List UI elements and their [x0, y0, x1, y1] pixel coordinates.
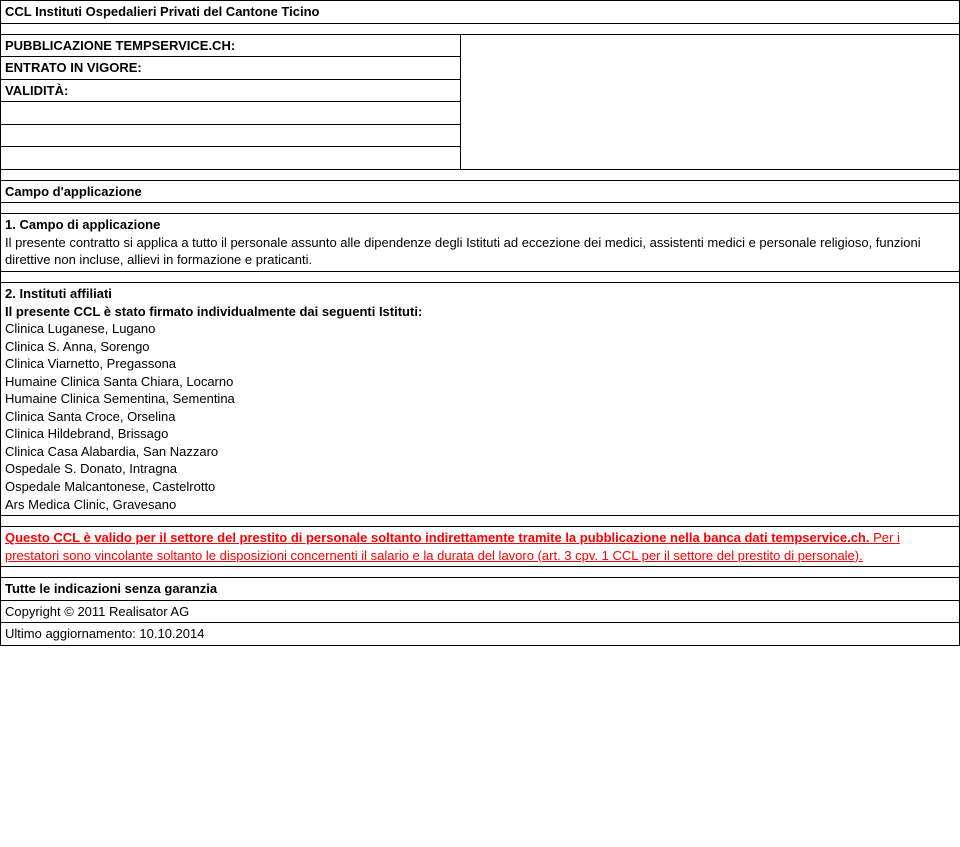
list-item: Ospedale Malcantonese, Castelrotto [5, 479, 215, 494]
list-item: Clinica S. Anna, Sorengo [5, 339, 150, 354]
list-item: Clinica Casa Alabardia, San Nazzaro [5, 444, 218, 459]
page-title: CCL Instituti Ospedalieri Privati del Ca… [1, 1, 960, 24]
label-entrato: ENTRATO IN VIGORE: [1, 57, 461, 80]
list-item: Ars Medica Clinic, Gravesano [5, 497, 176, 512]
footer-updated: Ultimo aggiornamento: 10.10.2014 [1, 623, 960, 646]
spacer [1, 23, 960, 34]
label-validita: VALIDITÀ: [1, 79, 461, 102]
campo1-block: 1. Campo di applicazione Il presente con… [1, 214, 960, 272]
footer-warranty: Tutte le indicazioni senza garanzia [1, 578, 960, 601]
redbox-notice: DOMANDA INTESA A PROROGARE I DECRETI DEL… [461, 34, 960, 169]
list-item: Humaine Clinica Sementina, Sementina [5, 391, 235, 406]
list-item: Clinica Viarnetto, Pregassona [5, 356, 176, 371]
list-item: Clinica Santa Croce, Orselina [5, 409, 176, 424]
section-campo-applicazione: Campo d'applicazione [1, 180, 960, 203]
campo2-intro: Il presente CCL è stato firmato individu… [5, 304, 422, 319]
campo1-body: Il presente contratto si applica a tutto… [5, 235, 921, 268]
list-item: Ospedale S. Donato, Intragna [5, 461, 177, 476]
spacer [1, 169, 960, 180]
spacer [1, 272, 960, 283]
footer-copyright: Copyright © 2011 Realisator AG [1, 600, 960, 623]
empty-cell [1, 124, 461, 147]
list-item: Humaine Clinica Santa Chiara, Locarno [5, 374, 233, 389]
label-publicazione: PUBBLICAZIONE TEMPSERVICE.CH: [1, 34, 461, 57]
validity-part1: Questo CCL è valido per il settore del p… [5, 530, 869, 545]
validity-note: Questo CCL è valido per il settore del p… [1, 527, 960, 567]
list-item: Clinica Luganese, Lugano [5, 321, 155, 336]
list-item: Clinica Hildebrand, Brissago [5, 426, 168, 441]
spacer [1, 567, 960, 578]
campo1-heading: 1. Campo di applicazione [5, 217, 160, 232]
empty-cell [1, 147, 461, 170]
campo2-heading: 2. Instituti affiliati [5, 286, 112, 301]
empty-cell [1, 102, 461, 125]
spacer [1, 516, 960, 527]
spacer [1, 203, 960, 214]
campo2-block: 2. Instituti affiliati Il presente CCL è… [1, 283, 960, 516]
